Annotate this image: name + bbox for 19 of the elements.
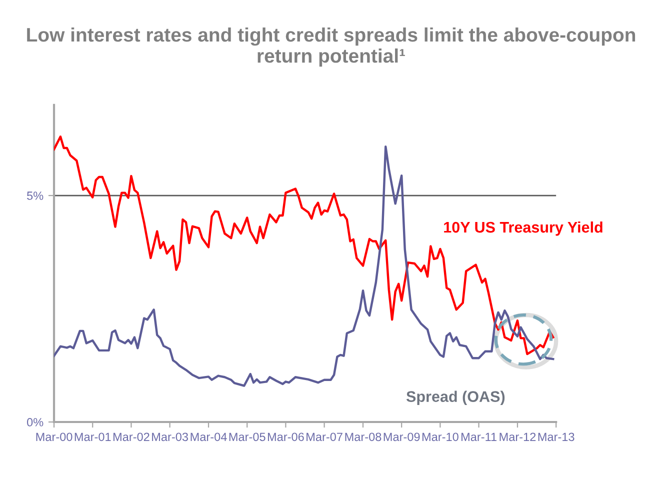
- x-tick-label: Mar-07: [306, 432, 342, 442]
- x-tick-label: Mar-06: [268, 432, 304, 442]
- chart-title: Low interest rates and tight credit spreads limit the above-coupon return potential¹: [27, 27, 636, 67]
- x-tick-label: Mar-08: [345, 432, 382, 442]
- x-tick-label: Mar-09: [384, 432, 420, 442]
- x-tick-label: Mar-05: [229, 432, 266, 442]
- x-tick-label: Mar-12: [500, 432, 536, 442]
- x-tick-label: Mar-03: [152, 432, 188, 442]
- y-tick-label: 0%: [27, 418, 44, 426]
- y-tick-label: 5%: [27, 192, 44, 200]
- x-tick-label: Mar-10: [422, 432, 458, 442]
- text: Spread (OAS): [406, 390, 505, 406]
- series-label: 10Y US Treasury Yield: [444, 221, 602, 236]
- x-tick-label: Mar-01: [74, 432, 111, 442]
- x-tick-label: Mar-13: [538, 432, 574, 442]
- x-tick-label: Mar-02: [113, 432, 150, 442]
- x-tick-label: Mar-11: [461, 432, 496, 442]
- x-tick-label: Mar-04: [190, 432, 227, 442]
- x-tick-label: Mar-00: [36, 432, 72, 442]
